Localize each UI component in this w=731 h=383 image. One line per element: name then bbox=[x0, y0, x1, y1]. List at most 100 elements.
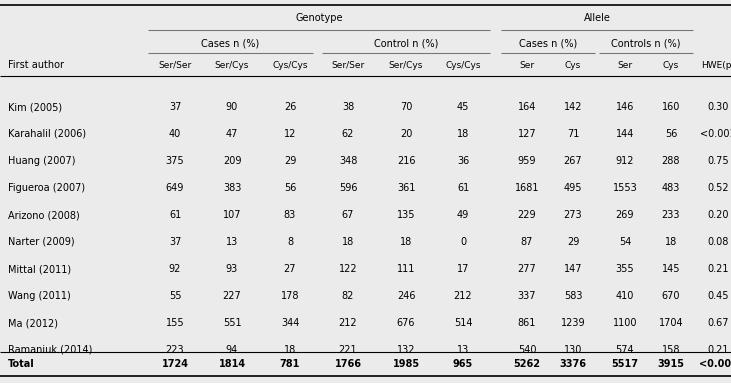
Text: 147: 147 bbox=[564, 264, 583, 274]
Text: Cys: Cys bbox=[565, 61, 581, 69]
Text: 93: 93 bbox=[226, 264, 238, 274]
Text: 61: 61 bbox=[457, 183, 469, 193]
Text: 5262: 5262 bbox=[513, 359, 540, 369]
Text: Arizono (2008): Arizono (2008) bbox=[8, 210, 80, 220]
Text: 1100: 1100 bbox=[613, 318, 637, 328]
Text: Ramaniuk (2014): Ramaniuk (2014) bbox=[8, 345, 92, 355]
Text: 29: 29 bbox=[567, 237, 579, 247]
Text: Kim (2005): Kim (2005) bbox=[8, 102, 62, 112]
Text: 1704: 1704 bbox=[659, 318, 683, 328]
Text: 0.21: 0.21 bbox=[708, 345, 729, 355]
Text: 160: 160 bbox=[662, 102, 680, 112]
Text: 145: 145 bbox=[662, 264, 681, 274]
Text: 37: 37 bbox=[169, 102, 181, 112]
Text: 861: 861 bbox=[518, 318, 536, 328]
Text: <0.001: <0.001 bbox=[699, 359, 731, 369]
Text: 670: 670 bbox=[662, 291, 681, 301]
Text: 55: 55 bbox=[169, 291, 181, 301]
Text: 92: 92 bbox=[169, 264, 181, 274]
Text: 483: 483 bbox=[662, 183, 680, 193]
Text: 122: 122 bbox=[338, 264, 357, 274]
Text: 61: 61 bbox=[169, 210, 181, 220]
Text: 56: 56 bbox=[284, 183, 296, 193]
Text: 29: 29 bbox=[284, 156, 296, 166]
Text: 227: 227 bbox=[223, 291, 241, 301]
Text: 0.67: 0.67 bbox=[708, 318, 729, 328]
Text: 142: 142 bbox=[564, 102, 583, 112]
Text: 383: 383 bbox=[223, 183, 241, 193]
Text: 596: 596 bbox=[338, 183, 357, 193]
Text: 212: 212 bbox=[338, 318, 357, 328]
Text: Narter (2009): Narter (2009) bbox=[8, 237, 75, 247]
Text: 781: 781 bbox=[280, 359, 300, 369]
Text: 26: 26 bbox=[284, 102, 296, 112]
Text: 70: 70 bbox=[400, 102, 412, 112]
Text: 107: 107 bbox=[223, 210, 241, 220]
Text: 676: 676 bbox=[397, 318, 415, 328]
Text: 87: 87 bbox=[520, 237, 533, 247]
Text: 18: 18 bbox=[284, 345, 296, 355]
Text: 82: 82 bbox=[342, 291, 355, 301]
Text: 355: 355 bbox=[616, 264, 635, 274]
Text: Mittal (2011): Mittal (2011) bbox=[8, 264, 71, 274]
Text: 229: 229 bbox=[518, 210, 537, 220]
Text: 67: 67 bbox=[342, 210, 355, 220]
Text: 94: 94 bbox=[226, 345, 238, 355]
Text: 1553: 1553 bbox=[613, 183, 637, 193]
Text: 337: 337 bbox=[518, 291, 537, 301]
Text: Ser: Ser bbox=[520, 61, 534, 69]
Text: 212: 212 bbox=[454, 291, 472, 301]
Text: 410: 410 bbox=[616, 291, 635, 301]
Text: Control n (%): Control n (%) bbox=[374, 38, 438, 48]
Text: 12: 12 bbox=[284, 129, 296, 139]
Text: Cases n (%): Cases n (%) bbox=[201, 38, 260, 48]
Text: 49: 49 bbox=[457, 210, 469, 220]
Text: 90: 90 bbox=[226, 102, 238, 112]
Text: Ser: Ser bbox=[618, 61, 632, 69]
Text: 144: 144 bbox=[616, 129, 635, 139]
Text: 269: 269 bbox=[616, 210, 635, 220]
Text: Huang (2007): Huang (2007) bbox=[8, 156, 75, 166]
Text: 13: 13 bbox=[226, 237, 238, 247]
Text: 514: 514 bbox=[454, 318, 472, 328]
Text: Wang (2011): Wang (2011) bbox=[8, 291, 71, 301]
Text: 18: 18 bbox=[400, 237, 412, 247]
Text: 1814: 1814 bbox=[219, 359, 246, 369]
Text: 130: 130 bbox=[564, 345, 582, 355]
Text: 344: 344 bbox=[281, 318, 299, 328]
Text: 540: 540 bbox=[518, 345, 537, 355]
Text: 216: 216 bbox=[397, 156, 415, 166]
Text: 132: 132 bbox=[397, 345, 415, 355]
Text: 233: 233 bbox=[662, 210, 681, 220]
Text: 0.20: 0.20 bbox=[708, 210, 729, 220]
Text: 146: 146 bbox=[616, 102, 635, 112]
Text: Total: Total bbox=[8, 359, 35, 369]
Text: 495: 495 bbox=[564, 183, 583, 193]
Text: First author: First author bbox=[8, 60, 64, 70]
Text: 1724: 1724 bbox=[162, 359, 189, 369]
Text: 649: 649 bbox=[166, 183, 184, 193]
Text: 959: 959 bbox=[518, 156, 537, 166]
Text: 912: 912 bbox=[616, 156, 635, 166]
Text: 0.21: 0.21 bbox=[708, 264, 729, 274]
Text: Figueroa (2007): Figueroa (2007) bbox=[8, 183, 85, 193]
Text: 0: 0 bbox=[460, 237, 466, 247]
Text: Ser/Cys: Ser/Cys bbox=[389, 61, 423, 69]
Text: 361: 361 bbox=[397, 183, 415, 193]
Text: Allele: Allele bbox=[583, 13, 610, 23]
Text: HWE(p): HWE(p) bbox=[701, 61, 731, 69]
Text: 267: 267 bbox=[564, 156, 583, 166]
Text: 37: 37 bbox=[169, 237, 181, 247]
Text: <0.001: <0.001 bbox=[700, 129, 731, 139]
Text: 40: 40 bbox=[169, 129, 181, 139]
Text: 158: 158 bbox=[662, 345, 681, 355]
Text: 71: 71 bbox=[567, 129, 579, 139]
Text: 178: 178 bbox=[281, 291, 299, 301]
Text: 135: 135 bbox=[397, 210, 415, 220]
Text: 27: 27 bbox=[284, 264, 296, 274]
Text: Controls n (%): Controls n (%) bbox=[611, 38, 681, 48]
Text: 1239: 1239 bbox=[561, 318, 586, 328]
Text: 246: 246 bbox=[397, 291, 415, 301]
Text: 273: 273 bbox=[564, 210, 583, 220]
Text: 45: 45 bbox=[457, 102, 469, 112]
